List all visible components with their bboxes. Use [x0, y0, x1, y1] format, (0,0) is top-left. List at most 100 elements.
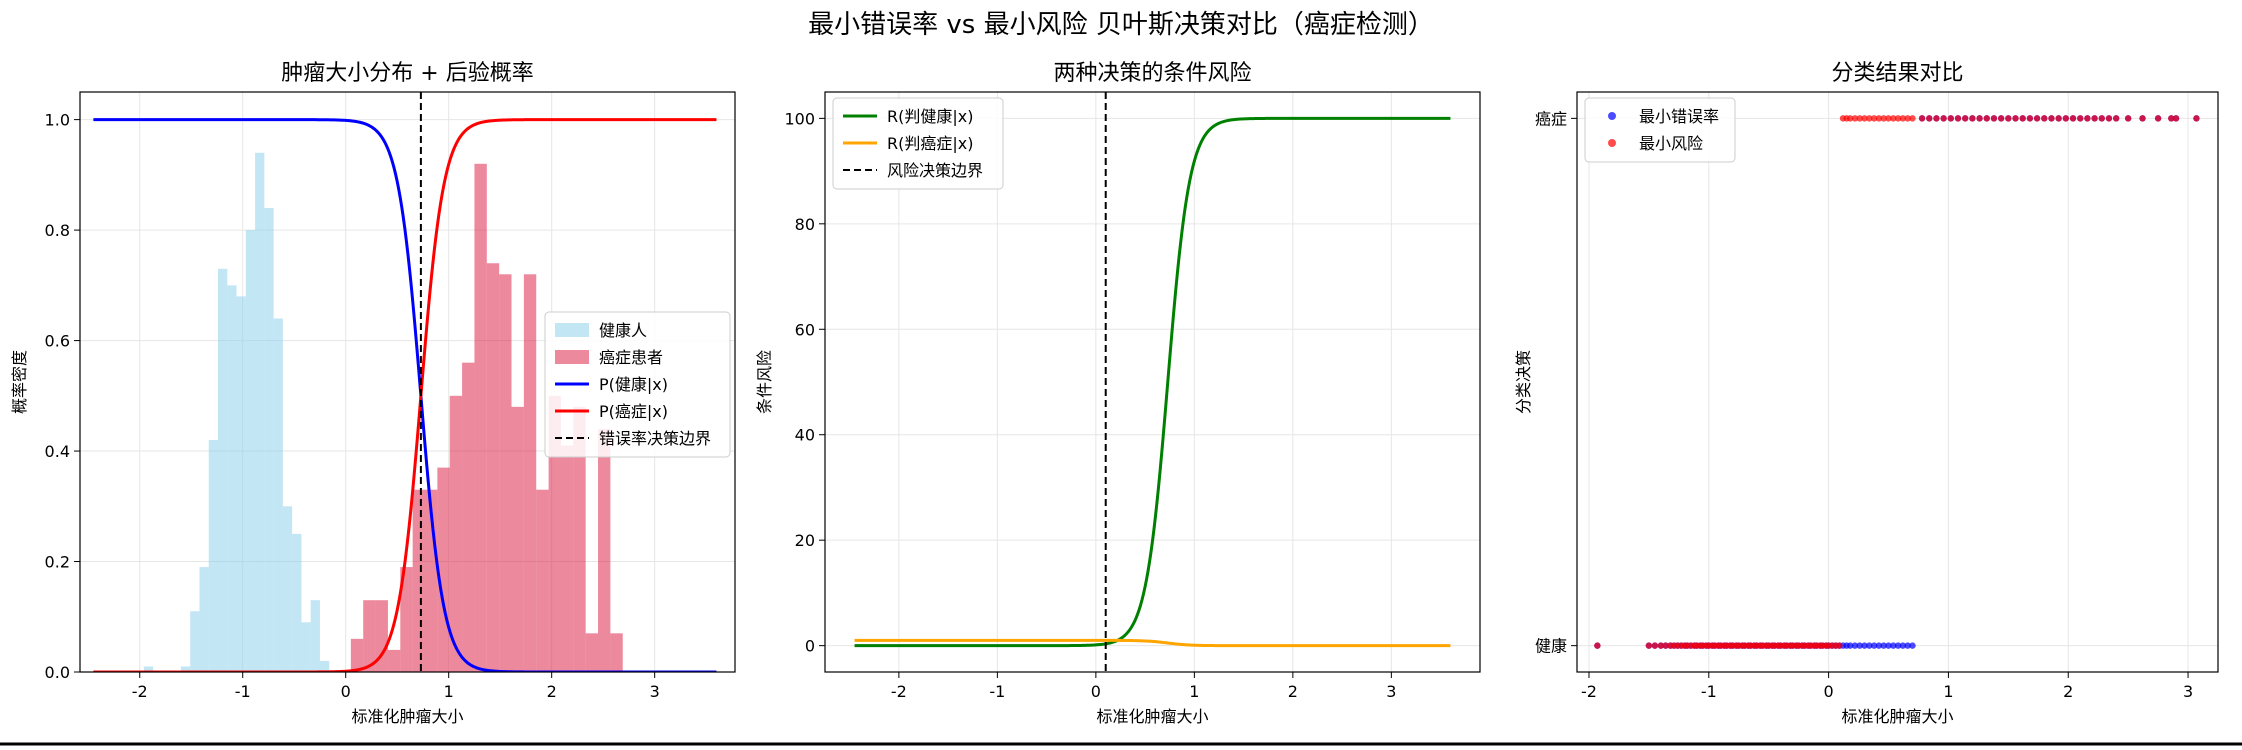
scatter-point: [2193, 115, 2200, 122]
scatter-point: [1894, 115, 1902, 122]
legend-label: R(判健康|x): [887, 107, 973, 126]
x-tick-label: -2: [1581, 682, 1597, 701]
scatter-point: [1969, 115, 1976, 122]
scatter-point: [2084, 115, 2091, 122]
legend-frame: [544, 311, 731, 458]
legend-label: R(判癌症|x): [887, 134, 973, 153]
y-tick-label: 0.8: [45, 221, 70, 240]
histogram-bar: [387, 649, 401, 672]
scatter-point: [1846, 642, 1854, 649]
scatter-point: [1904, 642, 1911, 649]
histogram-1: [350, 163, 623, 672]
histogram-bar: [199, 567, 209, 672]
scatter-point: [1851, 115, 1859, 122]
legend-label: 健康人: [599, 321, 647, 340]
legend-label: 最小错误率: [1639, 107, 1719, 126]
x-tick-label: 1: [1189, 682, 1199, 701]
y-tick-label: 0.4: [45, 442, 70, 461]
y-tick-label: 癌症: [1535, 109, 1567, 128]
histogram-bar: [511, 406, 524, 672]
scatter-point: [1885, 642, 1892, 649]
scatter-point: [1870, 115, 1878, 122]
scatter-point: [2019, 115, 2026, 122]
histogram-bar: [227, 285, 237, 672]
x-tick-label: 2: [1288, 682, 1298, 701]
x-tick-label: 3: [1386, 682, 1396, 701]
scatter-point: [2041, 115, 2048, 122]
legend-label: 错误率决策边界: [599, 429, 711, 448]
histogram-bar: [474, 163, 487, 672]
scatter-point: [1909, 642, 1916, 649]
x-tick-label: 3: [650, 682, 660, 701]
histogram-bar: [462, 362, 475, 672]
panel-title: 分类结果对比: [1831, 61, 1963, 86]
scatter-point: [2062, 115, 2070, 122]
figure-title: 最小错误率 vs 最小风险 贝叶斯决策对比（癌症检测）: [808, 10, 1434, 40]
legend-label: 癌症患者: [599, 348, 663, 367]
scatter-point: [2026, 115, 2034, 122]
scatter-point: [1651, 642, 1659, 649]
histogram-bar: [180, 666, 191, 672]
scatter-point: [1961, 115, 1969, 122]
scatter-point: [2048, 115, 2055, 122]
plot-area: [93, 92, 717, 672]
scatter-point: [2154, 115, 2162, 122]
x-tick-label: 2: [547, 682, 557, 701]
legend-swatch: [555, 350, 589, 364]
x-axis-label: 标准化肿瘤大小: [1096, 707, 1208, 726]
histogram-bar: [218, 268, 228, 672]
histogram-bar: [412, 489, 426, 672]
scatter-point: [2105, 115, 2113, 122]
legend-swatch: [555, 323, 589, 337]
x-tick-label: 0: [1824, 682, 1834, 701]
histogram-bar: [523, 274, 537, 672]
y-tick-label: 0.2: [45, 553, 70, 572]
panel-title: 两种决策的条件风险: [1053, 61, 1251, 86]
legend-label: 风险决策边界: [887, 161, 983, 180]
panel-title: 肿瘤大小分布 + 后验概率: [281, 61, 533, 86]
scatter-point: [2012, 115, 2019, 122]
scatter-point: [1594, 642, 1601, 649]
series-line-1: [854, 638, 1451, 648]
y-tick-label: 0.0: [45, 663, 70, 682]
histogram-bar: [585, 633, 599, 672]
scatter-point: [2055, 115, 2062, 122]
x-tick-label: 2: [2063, 682, 2073, 701]
series-line-0: [854, 116, 1451, 648]
y-tick-label: 0.6: [45, 332, 70, 351]
histogram-bar: [363, 600, 376, 672]
histogram-bar: [292, 533, 302, 672]
legend: R(判健康|x) R(判癌症|x) 风险决策边界: [832, 97, 1004, 190]
scatter-point: [1856, 115, 1863, 122]
scatter-point: [1997, 115, 2005, 122]
y-tick-label: 20: [795, 531, 815, 550]
plot-area: [854, 92, 1451, 672]
series-line-1: [93, 118, 717, 672]
histogram-bar: [273, 318, 283, 672]
axes-frame: [824, 91, 1481, 673]
histogram-bar: [255, 152, 265, 672]
histogram-bar: [245, 230, 256, 672]
scatter-point: [1861, 115, 1868, 122]
scatter-point: [1880, 642, 1887, 649]
x-tick-label: -1: [235, 682, 251, 701]
x-tick-label: 1: [1943, 682, 1953, 701]
histogram-bar: [319, 660, 330, 672]
histogram-bar: [143, 666, 154, 672]
histogram-bar: [301, 622, 311, 672]
histogram-bar: [573, 406, 586, 672]
scatter-point: [1846, 115, 1854, 122]
y-tick-label: 0: [805, 637, 815, 656]
series-line-0: [93, 118, 717, 672]
scatter-point: [1918, 115, 1926, 122]
y-tick-label: 100: [784, 109, 815, 128]
scatter-point: [2168, 115, 2175, 122]
scatter-point: [2091, 115, 2098, 122]
grid: [1577, 92, 2218, 672]
legend-frame: [832, 97, 1004, 190]
scatter-point: [1880, 115, 1887, 122]
